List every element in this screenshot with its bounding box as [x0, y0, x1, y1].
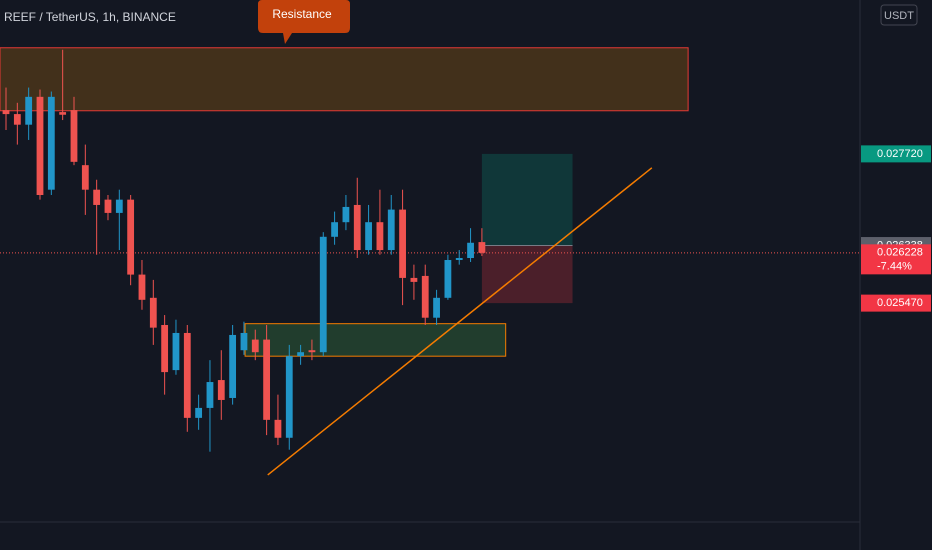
candle-body — [25, 96, 33, 125]
candles — [2, 49, 486, 452]
callout-text: Resistance — [272, 7, 332, 21]
candle-body — [81, 165, 89, 190]
candle-body — [2, 110, 10, 115]
candle-body — [104, 199, 112, 213]
candle-body — [399, 209, 406, 278]
price-tag-label: 0.026228 — [877, 247, 923, 259]
currency-label[interactable]: USDT — [884, 10, 914, 22]
candle-body — [444, 260, 452, 298]
candle-body — [319, 236, 327, 353]
candle-body — [263, 339, 271, 420]
candle-body — [115, 199, 123, 213]
candle-body — [206, 382, 214, 408]
candle-body — [308, 350, 316, 353]
candle-body — [93, 189, 101, 205]
candle-body — [467, 242, 474, 259]
candle-body — [376, 222, 384, 251]
candle-body — [433, 297, 440, 318]
candle-body — [421, 275, 429, 318]
price-change-label: -7.44% — [877, 261, 912, 273]
candle-body — [172, 332, 180, 371]
candle-body — [251, 339, 259, 353]
target-zone — [481, 153, 573, 246]
candle-body — [70, 110, 78, 162]
chart-title: REEF / TetherUS, 1h, BINANCE — [4, 10, 176, 24]
candle-body — [138, 274, 146, 300]
price-tag — [861, 244, 931, 275]
candle-body — [285, 356, 293, 438]
currency-box[interactable] — [880, 4, 918, 26]
callout — [258, 0, 350, 44]
candle-body — [161, 325, 169, 373]
candle-body — [183, 332, 191, 418]
candle-body — [47, 96, 55, 190]
candle-body — [59, 112, 67, 115]
candle-body — [353, 204, 361, 251]
candle-body — [455, 258, 463, 261]
candle-body — [13, 114, 21, 125]
candle-body — [274, 419, 282, 438]
price-tag — [861, 294, 931, 312]
stop-zone — [481, 245, 573, 304]
candle-body — [127, 199, 135, 275]
trendline — [267, 167, 653, 476]
candle-body — [195, 407, 203, 418]
candle-body — [240, 332, 248, 351]
price-tag-label: 0.025470 — [877, 297, 923, 309]
candle-body — [365, 222, 372, 251]
candle-body — [217, 380, 225, 400]
price-tag — [861, 145, 931, 163]
candle-body — [149, 297, 157, 328]
candle-body — [36, 96, 44, 196]
candle-body — [297, 352, 305, 357]
candle-body — [331, 222, 338, 237]
candle-body — [229, 334, 237, 398]
drawings — [0, 47, 860, 357]
support-zone — [244, 323, 507, 357]
candle-body — [342, 206, 350, 223]
candle-body — [410, 277, 418, 282]
resistance-zone — [0, 47, 689, 112]
price-tag-label: 0.027720 — [877, 148, 923, 160]
candle-body — [478, 242, 486, 253]
overlay — [267, 167, 653, 476]
candle-body — [387, 209, 395, 251]
